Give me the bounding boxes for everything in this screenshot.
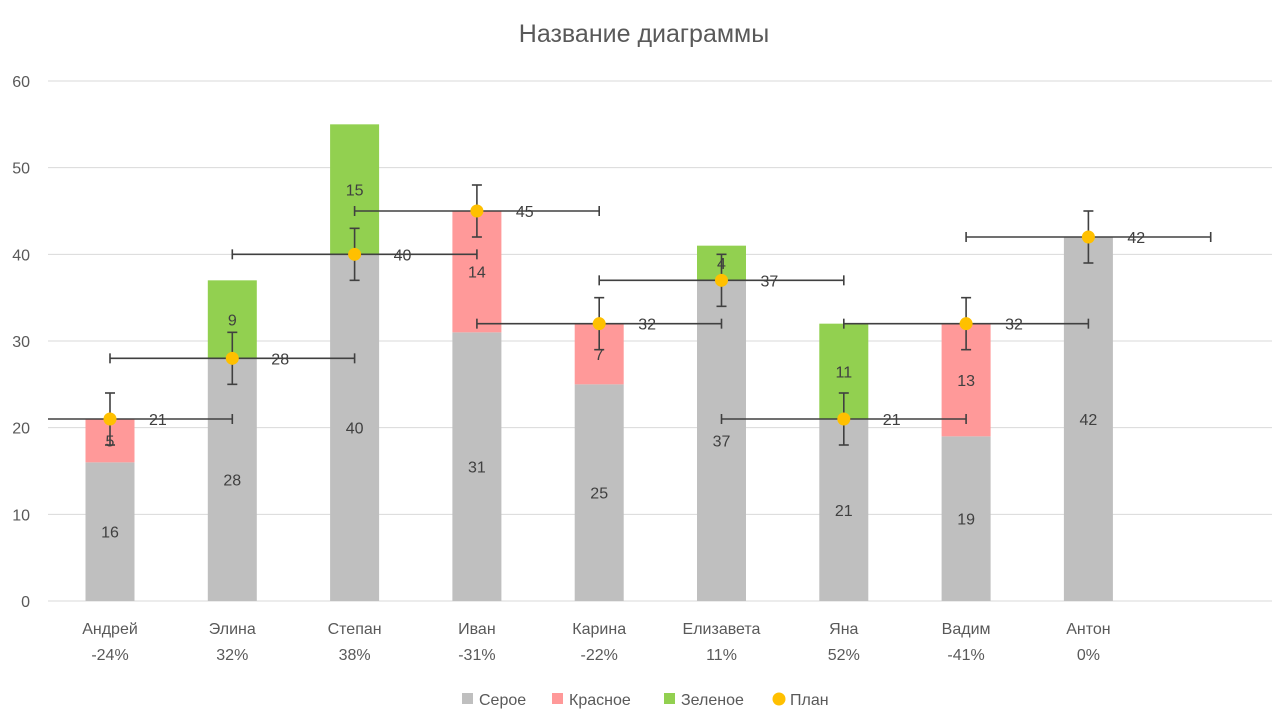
plan-marker: [837, 412, 851, 426]
plan-marker: [959, 317, 973, 331]
data-label: 37: [713, 434, 731, 451]
data-label: 40: [346, 421, 364, 438]
category-percent: 52%: [828, 647, 860, 664]
data-label: 14: [468, 265, 486, 282]
plan-marker: [348, 247, 362, 261]
y-tick-label: 40: [12, 247, 30, 264]
category-name: Карина: [572, 621, 626, 638]
y-tick-label: 0: [21, 594, 30, 611]
plan-marker: [715, 273, 728, 287]
y-tick-label: 50: [12, 161, 30, 178]
legend-label: Красное: [569, 692, 631, 709]
data-label: 15: [346, 182, 364, 199]
data-label: 7: [595, 347, 604, 364]
plan-marker: [1081, 230, 1095, 244]
y-tick-label: 30: [12, 334, 30, 351]
category-name: Вадим: [942, 621, 991, 638]
plan-marker: [225, 351, 239, 365]
bar-segment: [941, 436, 991, 601]
data-label: 21: [835, 503, 853, 520]
y-tick-label: 60: [12, 74, 30, 91]
y-axis: 0 10 20 30 40 50 60: [12, 74, 30, 611]
plan-label: 28: [271, 351, 289, 368]
category-name: Степан: [328, 621, 382, 638]
category-name: Яна: [829, 621, 858, 638]
category-name: Иван: [458, 621, 496, 638]
bar-segment: [452, 332, 502, 601]
category-percent: 11%: [706, 647, 737, 664]
bar-segment: [1063, 237, 1113, 601]
plan-label: 32: [1005, 317, 1023, 334]
data-label: 16: [101, 525, 119, 542]
category-percent: -22%: [581, 647, 618, 664]
plan-label: 21: [883, 412, 901, 429]
plan-label: 40: [394, 247, 412, 264]
data-label: 13: [957, 373, 975, 390]
legend: Серое Красное Зеленое План: [462, 692, 829, 709]
legend-label: Зеленое: [681, 692, 744, 709]
legend-label: Серое: [479, 692, 526, 709]
category-percent: -41%: [947, 647, 984, 664]
data-label: 11: [835, 364, 852, 381]
category-name: Андрей: [82, 621, 138, 638]
data-label: 31: [468, 460, 486, 477]
plan-label: 21: [149, 412, 167, 429]
data-label: 9: [228, 312, 237, 329]
category-percent: -31%: [458, 647, 495, 664]
category-name: Антон: [1066, 621, 1110, 638]
category-name: Элина: [209, 621, 256, 638]
plan-label: 32: [638, 317, 656, 334]
data-label: 42: [1080, 412, 1098, 429]
y-tick-label: 10: [12, 507, 30, 524]
bar-segment: [574, 384, 624, 601]
bar-segment: [207, 358, 257, 601]
category-percent: 32%: [216, 647, 248, 664]
plan-marker: [103, 412, 117, 426]
chart-title: Название диаграммы: [519, 20, 769, 48]
bar-segment: [330, 254, 380, 602]
plan-label: 37: [761, 273, 779, 290]
plan-marker: [470, 204, 484, 218]
plan-marker: [592, 317, 606, 331]
category-percent: -24%: [91, 647, 128, 664]
legend-label: План: [790, 692, 829, 709]
bars: [85, 124, 1113, 602]
data-label: 19: [957, 512, 975, 529]
plan-markers: 21 28 40 45 32 37 21 32 42: [103, 204, 1145, 429]
bar-segment: [85, 462, 135, 601]
y-tick-label: 20: [12, 421, 30, 438]
plan-label: 45: [516, 204, 534, 221]
x-axis: Андрей -24% Элина 32% Степан 38% Иван -31% Карин…: [82, 621, 1110, 664]
legend-swatch: [664, 693, 675, 704]
legend-swatch: [462, 693, 473, 704]
legend-marker: [772, 692, 786, 706]
bar-segment: [819, 419, 869, 601]
category-percent: 0%: [1077, 647, 1100, 664]
plan-label: 42: [1127, 230, 1145, 247]
legend-swatch: [552, 693, 563, 704]
data-label: 28: [223, 473, 241, 490]
category-name: Елизавета: [683, 621, 761, 638]
data-label: 25: [590, 486, 608, 503]
bar-segment: [697, 280, 746, 601]
category-percent: 38%: [339, 647, 371, 664]
